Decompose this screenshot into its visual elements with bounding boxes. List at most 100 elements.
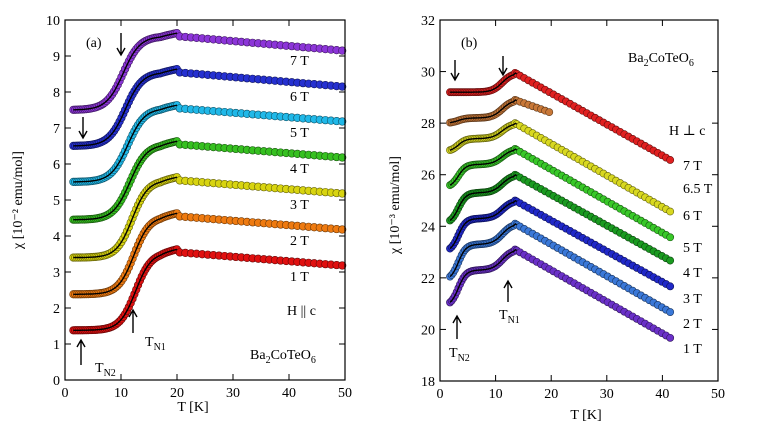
x-tick-label: 10 [114,386,128,401]
panel-b-tn2-arrow [452,314,462,339]
x-tick-label: 20 [170,386,184,401]
y-tick-label: 9 [53,50,60,65]
panel-b-right-arrow [498,56,508,77]
x-tick-label: 30 [226,386,240,401]
panel-a: 0 10 20 30 40 50 0 1 2 3 4 5 6 7 8 9 10 (a) Ba2CoTeO6 H … [11,14,352,415]
series-label: 7 T [683,159,702,174]
x-tick-label: 50 [338,386,352,401]
fit-curve [449,122,518,151]
panel-a-label: (a) [86,36,102,51]
fit-curve [449,223,518,278]
panel-b-tick-labels: 0 10 20 30 40 50 18 20 22 24 26 28 30 32 [421,14,725,402]
panel-b-fit-curves [449,72,518,303]
y-tick-label: 20 [421,323,435,338]
y-tick-label: 30 [421,66,435,81]
panel-b-tn1-label: TN1 [499,308,520,326]
data-point [666,156,675,164]
x-tick-label: 10 [489,387,503,402]
panel-b-tn2-label: TN2 [449,346,470,364]
panel-b-points [446,68,675,342]
panel-a-mid-arrow [78,117,88,140]
data-point [338,82,347,91]
panel-b-left-arrow [450,60,460,82]
fit-curve [449,199,518,250]
panel-b-y-axis-label: χ [10⁻³ emu/mol] [388,156,403,255]
panel-a-tick-labels: 0 10 20 30 40 50 0 1 2 3 4 5 6 7 8 9 10 [46,14,352,401]
panel-b-ticks [439,19,719,382]
y-tick-label: 6 [53,158,60,173]
panel-b: 0 10 20 30 40 50 18 20 22 24 26 28 30 32 (b) Ba2CoTeO… [388,14,725,423]
series-label: 3 T [290,198,309,213]
panel-a-x-axis-label: T [K] [177,400,208,415]
fit-curve [449,174,518,222]
panel-a-top-arrow [116,33,126,57]
panel-a-field-label: H || c [287,304,316,319]
panel-a-y-axis-label: χ [10⁻² emu/mol] [11,151,26,250]
fit-curve [73,104,178,183]
panel-a-compound: Ba2CoTeO6 [250,348,316,366]
x-tick-label: 50 [711,387,725,402]
y-tick-label: 0 [53,374,60,389]
series-label: 1 T [683,342,702,357]
panel-a-tn2-label: TN2 [95,361,116,379]
series-label: 5 T [290,126,309,141]
y-tick-label: 8 [53,86,60,101]
panel-b-label: (b) [461,36,478,51]
y-tick-label: 5 [53,194,60,209]
fit-curve [73,68,178,147]
series-label: 1 T [290,270,309,285]
fit-curve [73,212,178,295]
series-label: 2 T [683,317,702,332]
y-tick-label: 10 [46,14,60,29]
panel-b-field-label: H ⊥ c [669,124,706,139]
x-tick-label: 40 [282,386,296,401]
x-tick-label: 30 [600,387,614,402]
series-3t [446,196,675,291]
fit-curve [73,248,178,331]
fit-curve [449,99,517,124]
fit-curve [73,176,178,259]
y-tick-label: 24 [421,220,435,235]
series-label: 6 T [290,90,309,105]
panel-b-series-labels: 1 T 2 T 3 T 4 T 5 T 6 T 6.5 T 7 T [683,159,713,357]
data-point [338,225,347,234]
y-tick-label: 3 [53,266,60,281]
y-tick-label: 22 [421,272,435,287]
fit-curve [449,148,518,186]
y-tick-label: 28 [421,117,435,132]
data-point [666,256,675,265]
data-point [338,46,347,55]
series-label: 7 T [290,54,309,69]
series-label: 3 T [683,292,702,307]
panel-a-tn1-label: TN1 [145,335,166,353]
series-label: 6 T [683,209,702,224]
data-point [338,153,347,162]
y-tick-label: 4 [53,230,60,245]
fit-curve [450,72,518,93]
series-label: 2 T [290,234,309,249]
series-label: 4 T [683,266,702,281]
y-tick-label: 2 [53,302,60,317]
panel-b-x-axis-label: T [K] [570,408,601,423]
fit-curve [73,140,178,221]
y-tick-label: 7 [53,122,60,137]
panel-b-frame [439,19,719,382]
panel-a-points [69,29,347,335]
data-point [338,189,347,198]
series-label: 6.5 T [683,182,713,197]
panel-b-tn1-arrow [503,279,513,302]
panel-a-tn2-arrow [76,338,86,365]
series-label: 4 T [290,162,309,177]
fit-curve [449,248,518,303]
data-point [666,333,675,342]
y-tick-label: 32 [421,14,435,29]
y-tick-label: 1 [53,338,60,353]
data-point [545,108,554,117]
x-tick-label: 0 [437,387,444,402]
x-tick-label: 40 [655,387,669,402]
panel-a-ticks [64,19,346,381]
data-point [666,207,675,216]
data-point [338,261,347,270]
data-point [666,308,675,316]
